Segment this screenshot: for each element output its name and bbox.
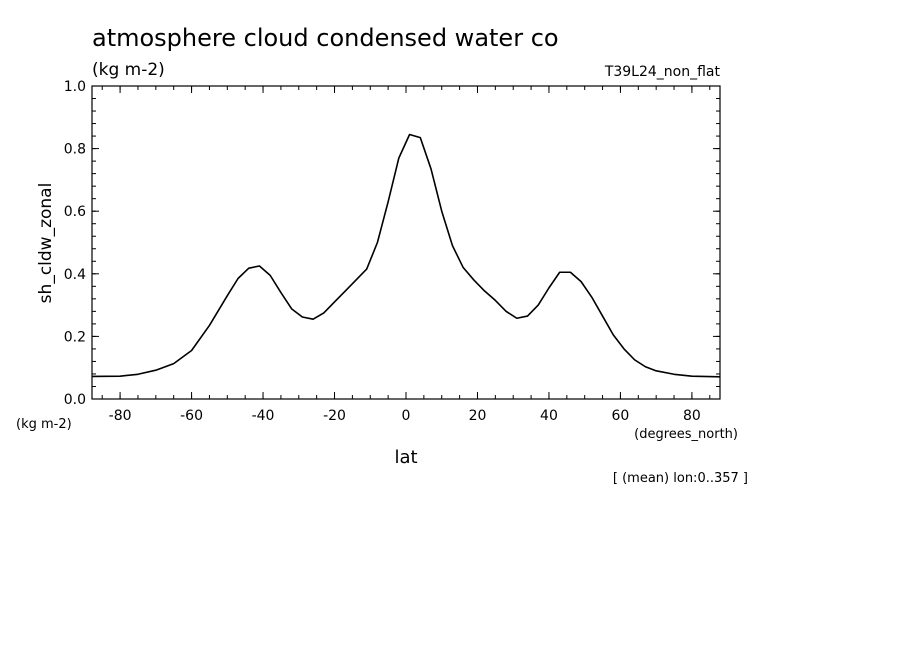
y-tick-label: 0.4	[64, 267, 86, 283]
x-tick-label: -80	[109, 408, 132, 424]
y-tick-label: 0.0	[64, 392, 86, 408]
x-tick-label: 40	[540, 408, 558, 424]
run-label: T39L24_non_flat	[604, 64, 721, 80]
x-units-label: (degrees_north)	[634, 427, 738, 442]
x-tick-label: -20	[323, 408, 346, 424]
x-tick-label: -40	[252, 408, 275, 424]
y-axis-label: sh_cldw_zonal	[36, 183, 56, 304]
x-axis-ticks	[101, 86, 711, 399]
plot-frame	[91, 85, 721, 400]
x-tick-label: 20	[469, 408, 487, 424]
x-tick-label: 60	[612, 408, 630, 424]
x-tick-label: 0	[402, 408, 411, 424]
x-tick-label: -60	[180, 408, 203, 424]
x-axis-label: lat	[394, 447, 417, 468]
x-tick-labels: -80 -60 -40 -20 0 20 40 60 80	[109, 408, 701, 424]
chart-title: atmosphere cloud condensed water co	[92, 24, 559, 52]
y-tick-label: 0.8	[64, 142, 86, 158]
y-axis-ticks	[92, 85, 720, 400]
y-tick-labels: 0.0 0.2 0.4 0.6 0.8 1.0	[64, 79, 86, 408]
chart-units-label: (kg m-2)	[92, 60, 165, 80]
y-units-label: (kg m-2)	[16, 417, 72, 432]
footnote: [ (mean) lon:0..357 ]	[613, 471, 748, 486]
y-tick-label: 1.0	[64, 79, 86, 95]
x-tick-label: 80	[683, 408, 701, 424]
series-line-sh-cldw-zonal	[91, 133, 721, 378]
y-tick-label: 0.2	[64, 329, 86, 345]
y-tick-label: 0.6	[64, 204, 86, 220]
